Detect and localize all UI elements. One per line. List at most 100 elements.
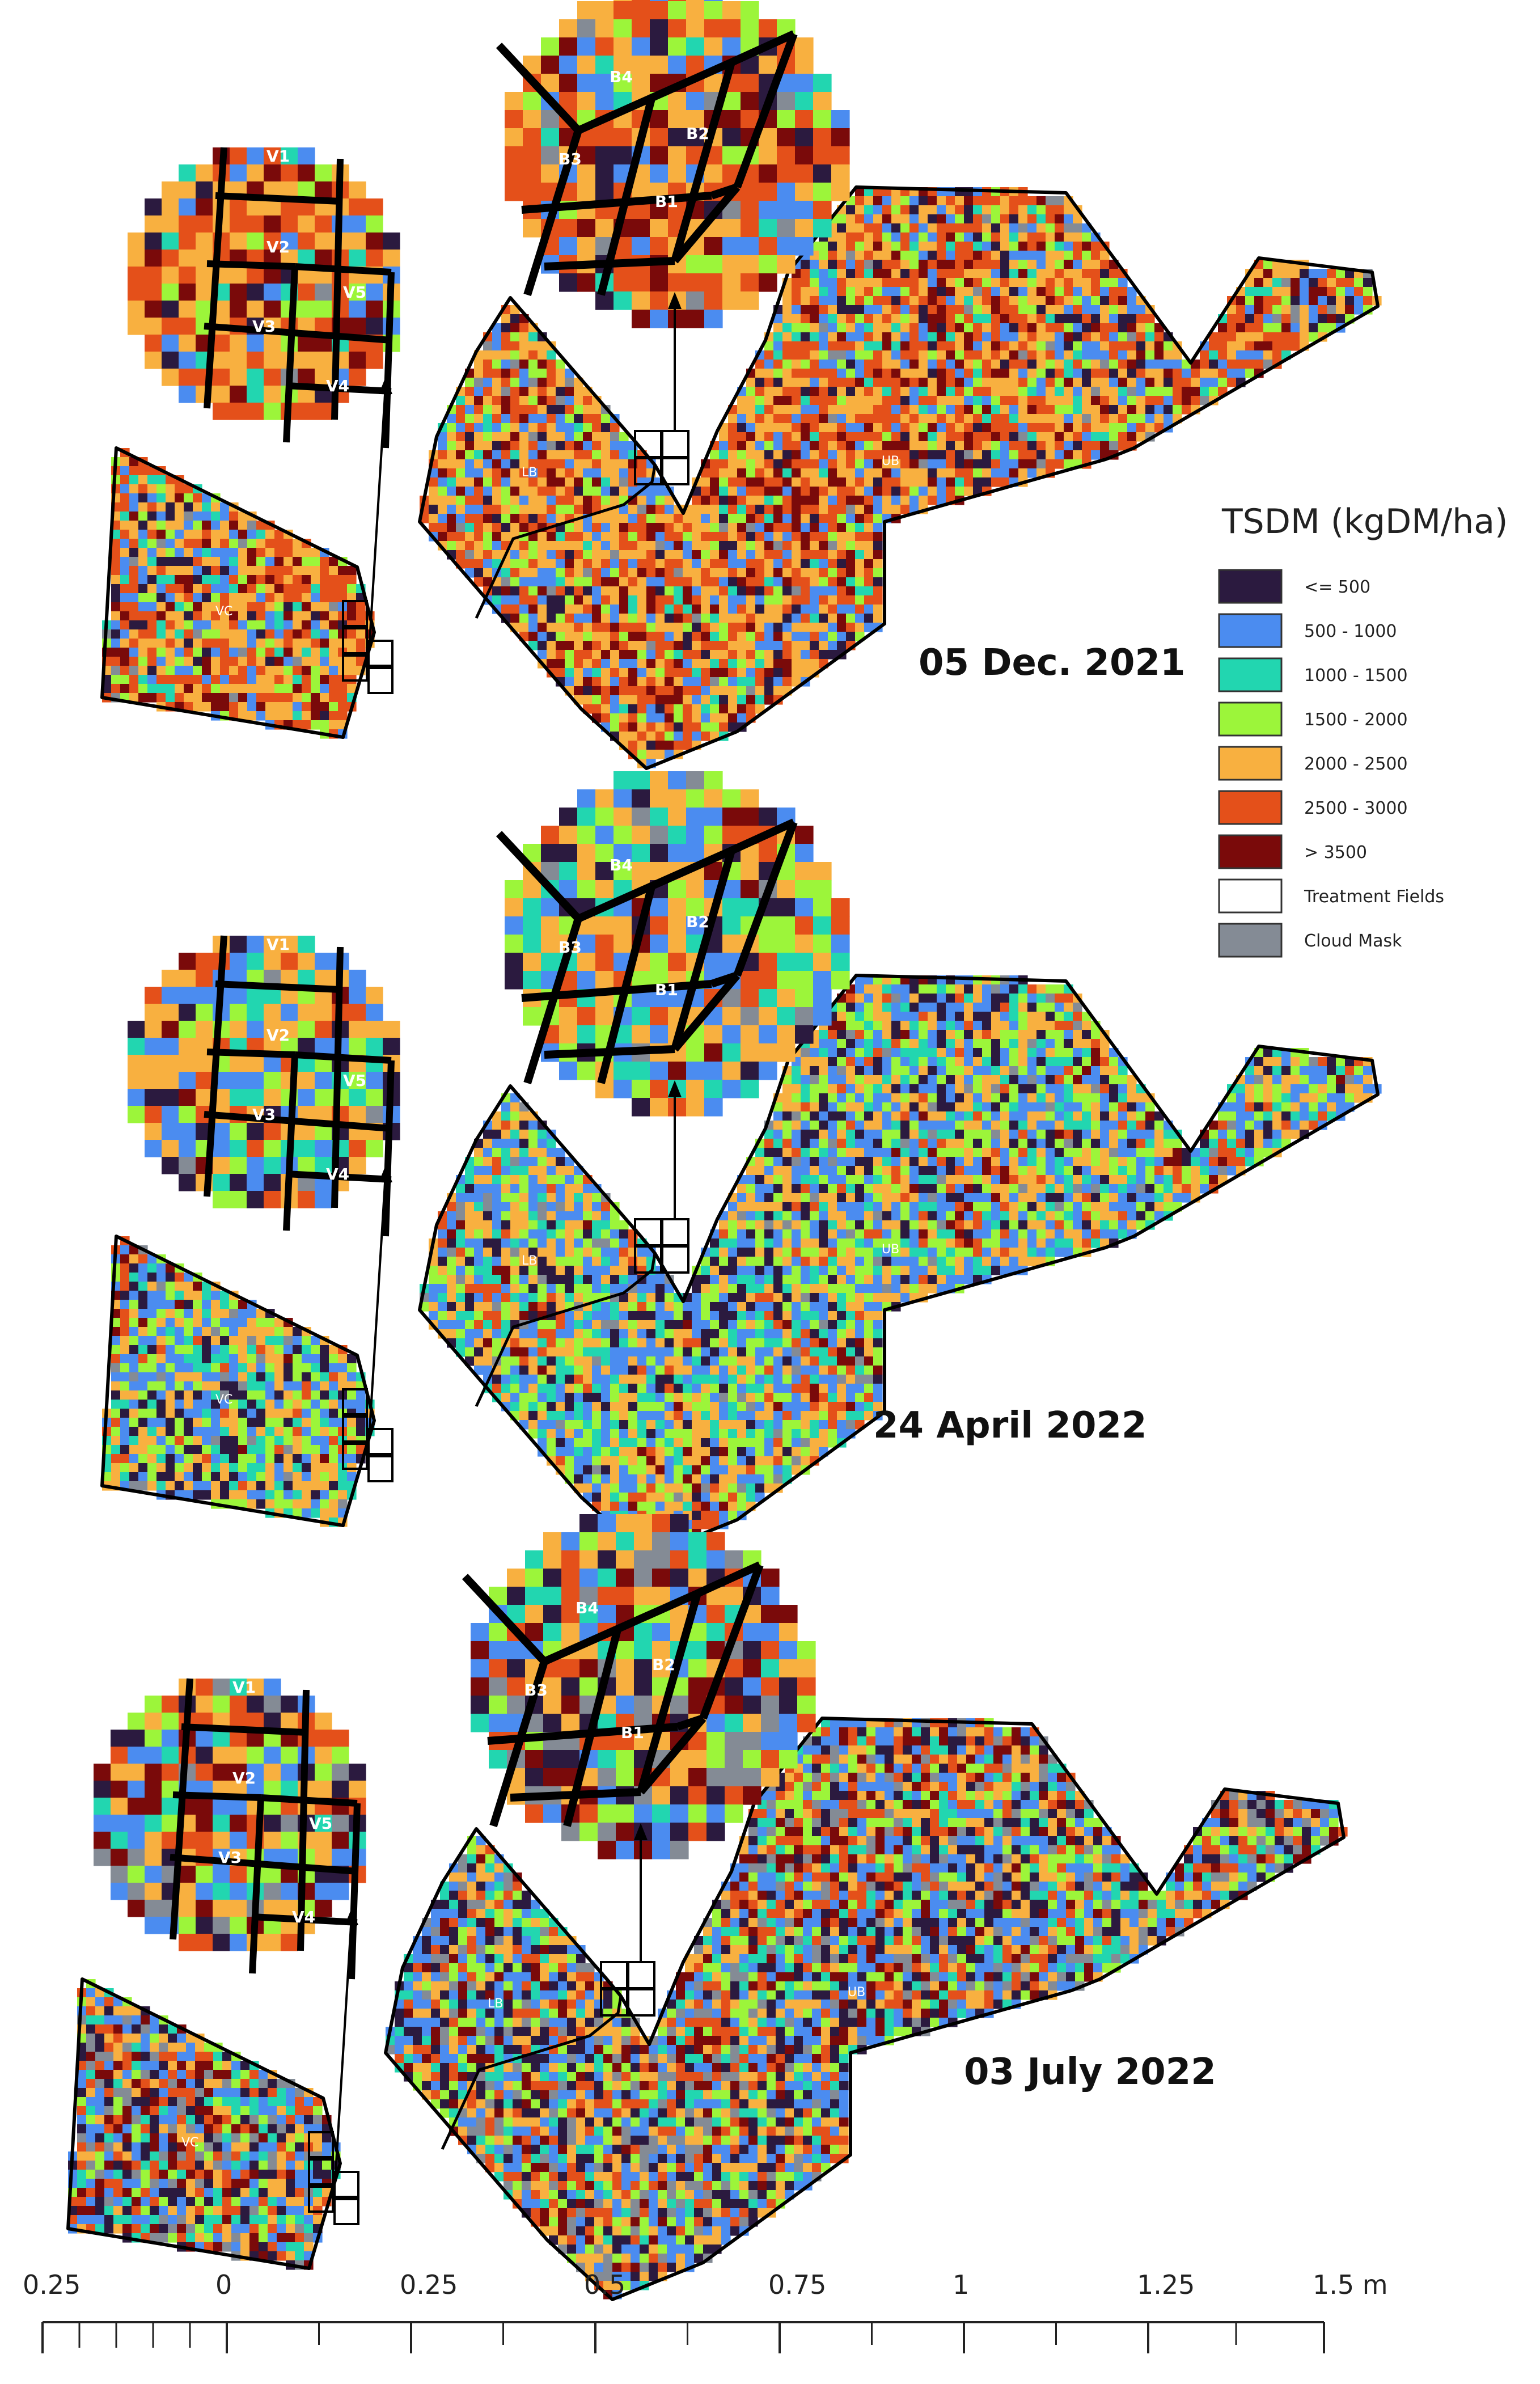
- zoom-label-v5: V5: [309, 1814, 332, 1833]
- plot-v: [367, 1455, 394, 1482]
- panel-3: VC LB UB V1 V2 V3 V4 V5 B1 B2 B3 B4 03 July 2022: [66, 1514, 1348, 2301]
- panel-2: VC LB UB V1 V2 V3 V4 V5 B1 B2 B3 B4 24 April 2022: [100, 771, 1382, 1558]
- plot-v: [367, 1428, 394, 1455]
- legend-swatch: [1218, 657, 1283, 692]
- scale-tick-label: 1: [953, 2269, 969, 2300]
- legend-label: 2500 - 3000: [1304, 798, 1408, 818]
- lb-label: LB: [488, 1997, 503, 2011]
- zoom-label-v2: V2: [232, 1769, 256, 1787]
- plot-v: [367, 640, 394, 667]
- zoom-label-b3: B3: [524, 1681, 548, 1700]
- plot-v: [342, 600, 368, 627]
- legend: TSDM (kgDM/ha) <= 500 500 - 1000 1000 - 15…: [1218, 502, 1508, 958]
- zoom-label-v3: V3: [252, 317, 276, 336]
- legend-label: 500 - 1000: [1304, 622, 1397, 641]
- legend-swatch: [1218, 746, 1283, 781]
- ub-label: UB: [882, 1242, 899, 1257]
- legend-title: TSDM (kgDM/ha): [1221, 502, 1508, 542]
- zoom-label-v4: V4: [326, 377, 349, 395]
- zoom-label-b2: B2: [652, 1655, 675, 1674]
- vc-label: VC: [181, 2136, 198, 2150]
- plot-v: [342, 1443, 368, 1470]
- plot-b: [661, 457, 689, 485]
- main-field: [418, 974, 1382, 1558]
- zoom-circle-b: [471, 1514, 816, 1859]
- legend-swatch: [1218, 878, 1283, 914]
- zoom-label-v4: V4: [326, 1165, 349, 1183]
- vc-field: [100, 446, 376, 739]
- zoom-v-grid: [204, 147, 395, 449]
- plot-v: [333, 2198, 359, 2225]
- scale-tick-label: 1.5 m: [1313, 2269, 1388, 2300]
- scale-tick-label: 0.5: [584, 2269, 625, 2300]
- legend-swatch: [1218, 834, 1283, 869]
- zoom-label-v3: V3: [218, 1848, 242, 1867]
- scale-tick-label: 1.25: [1137, 2269, 1195, 2300]
- plot-v: [308, 2158, 334, 2186]
- plot-v: [367, 667, 394, 694]
- main-field: [418, 185, 1382, 770]
- legend-label: 1500 - 2000: [1304, 710, 1408, 730]
- plot-b: [627, 1988, 655, 2017]
- panel-date: 05 Dec. 2021: [919, 642, 1186, 684]
- ub-label: UB: [848, 1985, 865, 2000]
- plot-v: [333, 2171, 359, 2198]
- zoom-label-b3: B3: [559, 938, 582, 957]
- scale-tick-label: 0.25: [23, 2269, 81, 2300]
- plot-v: [342, 654, 368, 682]
- vc-field: [100, 1235, 376, 1527]
- zoom-label-b2: B2: [686, 912, 709, 931]
- scale-bar: 0.25 0 0.25 0.5 0.75 1 1.25 1.5 m: [23, 2269, 1388, 2353]
- zoom-label-v1: V1: [266, 935, 290, 954]
- legend-label: > 3500: [1304, 843, 1367, 863]
- plot-v: [342, 1415, 368, 1443]
- legend-label: <= 500: [1304, 577, 1370, 597]
- plot-v: [308, 2186, 334, 2213]
- vc-label: VC: [215, 1393, 232, 1407]
- plot-v: [342, 627, 368, 654]
- map-panels: VC LB UB V1 V2 V3 V4 V5 B1 B2 B3 B4 05 Dec. 2021 VC LB…: [66, 0, 1382, 2301]
- zoom-arrow-v: [369, 1173, 387, 1430]
- zoom-label-v1: V1: [232, 1678, 256, 1697]
- panel-1: VC LB UB V1 V2 V3 V4 V5 B1 B2 B3 B4 05 Dec. 2021: [100, 0, 1382, 770]
- zoom-v-grid: [170, 1678, 361, 1980]
- legend-swatch: [1218, 613, 1283, 648]
- zoom-arrow-v: [369, 385, 387, 641]
- panel-date: 24 April 2022: [873, 1405, 1147, 1447]
- plot-v: [342, 1388, 368, 1415]
- legend-swatch: [1218, 790, 1283, 825]
- zoom-label-v1: V1: [266, 147, 290, 166]
- zoom-label-v2: V2: [266, 1026, 290, 1045]
- legend-label: Cloud Mask: [1304, 931, 1402, 951]
- scale-tick-label: 0.75: [768, 2269, 826, 2300]
- zoom-label-v5: V5: [343, 283, 366, 302]
- scale-tick-label: 0: [215, 2269, 232, 2300]
- zoom-circle-b: [505, 0, 850, 328]
- zoom-label-b1: B1: [621, 1723, 644, 1742]
- zoom-label-b1: B1: [655, 980, 678, 999]
- main-field: [384, 1717, 1348, 2301]
- zoom-label-v5: V5: [343, 1071, 366, 1090]
- zoom-circle-v: [128, 147, 400, 420]
- legend-swatch: [1218, 923, 1283, 958]
- legend-swatch: [1218, 569, 1283, 604]
- zoom-label-v4: V4: [292, 1908, 315, 1926]
- zoom-label-b3: B3: [559, 150, 582, 168]
- zoom-label-b4: B4: [576, 1599, 599, 1617]
- legend-label: 1000 - 1500: [1304, 666, 1408, 686]
- legend-swatch: [1218, 701, 1283, 737]
- zoom-label-b4: B4: [610, 67, 633, 86]
- lb-label: LB: [522, 466, 537, 480]
- panel-date: 03 July 2022: [964, 2051, 1216, 2093]
- zoom-b-grid: [496, 30, 798, 297]
- zoom-label-v3: V3: [252, 1105, 276, 1124]
- scale-tick-label: 0.25: [400, 2269, 458, 2300]
- plot-b: [661, 1218, 689, 1246]
- plot-b: [661, 430, 689, 458]
- zoom-label-b1: B1: [655, 192, 678, 211]
- plot-b: [661, 1245, 689, 1274]
- legend-label: 2000 - 2500: [1304, 754, 1408, 774]
- zoom-label-v2: V2: [266, 238, 290, 256]
- legend-label: Treatment Fields: [1304, 887, 1444, 907]
